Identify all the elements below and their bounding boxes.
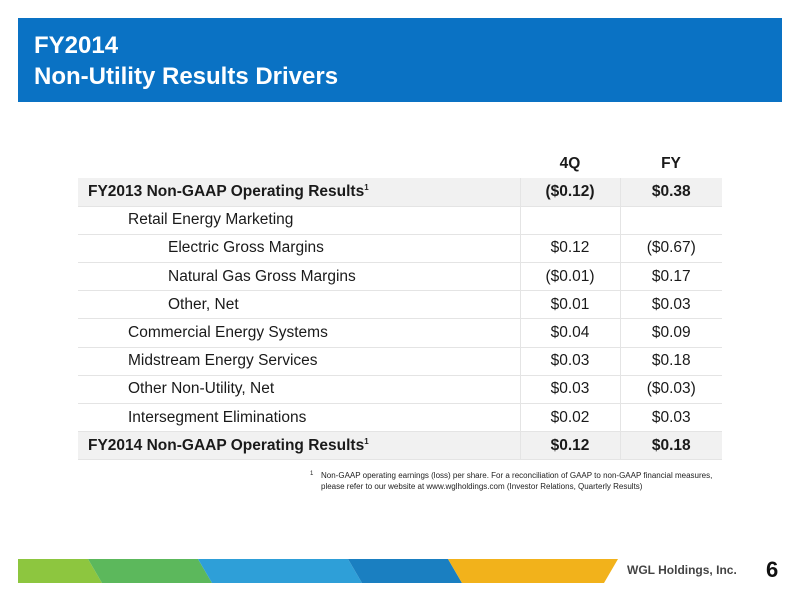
row-label: Midstream Energy Services	[78, 347, 520, 376]
column-header-fy: FY	[661, 155, 681, 172]
table-row: Retail Energy Marketing	[78, 206, 722, 235]
total-row: FY2013 Non-GAAP Operating Results1 ($0.12…	[78, 178, 722, 207]
slide-title-year: FY2014	[34, 32, 119, 59]
row-label: Electric Gross Margins	[78, 234, 520, 264]
footnote-text: Non-GAAP operating earnings (loss) per s…	[321, 471, 713, 491]
row-label-text: Midstream Energy Services	[128, 352, 318, 370]
value-4q: ($0.01)	[519, 262, 620, 292]
row-label-text: FY2014 Non-GAAP Operating Results	[88, 436, 365, 454]
row-label: Retail Energy Marketing	[78, 206, 520, 235]
value-4q: ($0.12)	[519, 178, 620, 207]
row-label: Natural Gas Gross Margins	[78, 262, 520, 292]
value-fy: $0.03	[619, 403, 722, 433]
value-4q: $0.03	[519, 375, 620, 405]
row-label: FY2013 Non-GAAP Operating Results1	[78, 178, 520, 207]
row-label-text: Other Non-Utility, Net	[128, 380, 275, 398]
row-label-text: Natural Gas Gross Margins	[168, 267, 356, 285]
table-row: Commercial Energy Systems $0.04 $0.09	[78, 318, 722, 348]
value-fy: $0.17	[619, 262, 722, 292]
value-4q: $0.04	[519, 318, 620, 348]
value-fy	[619, 206, 722, 235]
footer-band	[18, 559, 102, 583]
footer-band	[88, 559, 212, 583]
footnote: 1 Non-GAAP operating earnings (loss) per…	[310, 470, 730, 492]
table-header-row: 4Q FY	[78, 150, 722, 178]
table-row: Intersegment Eliminations $0.02 $0.03	[78, 403, 722, 433]
footnote-reference: 1	[364, 182, 369, 192]
footnote-reference: 1	[364, 436, 369, 446]
table-row: Other, Net $0.01 $0.03	[78, 290, 722, 320]
footer-color-bands	[18, 559, 618, 583]
value-4q: $0.03	[519, 347, 620, 376]
row-label-text: FY2013 Non-GAAP Operating Results	[88, 182, 365, 200]
value-fy: $0.03	[619, 290, 722, 320]
row-label: Other, Net	[78, 290, 520, 320]
row-label-text: Commercial Energy Systems	[128, 324, 328, 342]
footer-band	[448, 559, 618, 583]
value-fy: $0.09	[619, 318, 722, 348]
value-4q: $0.12	[519, 234, 620, 264]
results-drivers-table: 4Q FY FY2013 Non-GAAP Operating Results1…	[78, 150, 722, 461]
value-fy: ($0.67)	[619, 234, 722, 264]
table-row: Natural Gas Gross Margins ($0.01) $0.17	[78, 262, 722, 292]
table-row: Other Non-Utility, Net $0.03 ($0.03)	[78, 375, 722, 405]
value-fy: $0.18	[619, 347, 722, 376]
row-label: Commercial Energy Systems	[78, 318, 520, 348]
value-4q: $0.01	[519, 290, 620, 320]
title-banner: FY2014 Non-Utility Results Drivers	[18, 18, 782, 102]
value-4q: $0.12	[519, 431, 620, 461]
footer-band	[198, 559, 362, 583]
value-4q	[519, 206, 620, 235]
row-label: FY2014 Non-GAAP Operating Results1	[78, 431, 520, 461]
slide-title: Non-Utility Results Drivers	[34, 63, 339, 90]
table-row: Electric Gross Margins $0.12 ($0.67)	[78, 234, 722, 264]
page-number: 6	[766, 557, 779, 582]
value-fy: ($0.03)	[619, 375, 722, 405]
row-label-text: Retail Energy Marketing	[128, 211, 294, 229]
footnote-marker: 1	[310, 471, 314, 477]
company-name: WGL Holdings, Inc.	[627, 563, 737, 577]
row-label: Intersegment Eliminations	[78, 403, 520, 433]
header-blank	[78, 150, 520, 178]
total-row: FY2014 Non-GAAP Operating Results1 $0.12 $…	[78, 431, 722, 461]
value-fy: $0.38	[619, 178, 722, 207]
value-fy: $0.18	[619, 431, 722, 461]
row-label: Other Non-Utility, Net	[78, 375, 520, 405]
value-4q: $0.02	[519, 403, 620, 433]
column-header-4q: 4Q	[559, 155, 581, 172]
row-label-text: Intersegment Eliminations	[128, 408, 307, 426]
row-label-text: Electric Gross Margins	[168, 239, 324, 257]
footer-band	[348, 559, 462, 583]
table-row: Midstream Energy Services $0.03 $0.18	[78, 347, 722, 376]
row-label-text: Other, Net	[168, 295, 239, 313]
